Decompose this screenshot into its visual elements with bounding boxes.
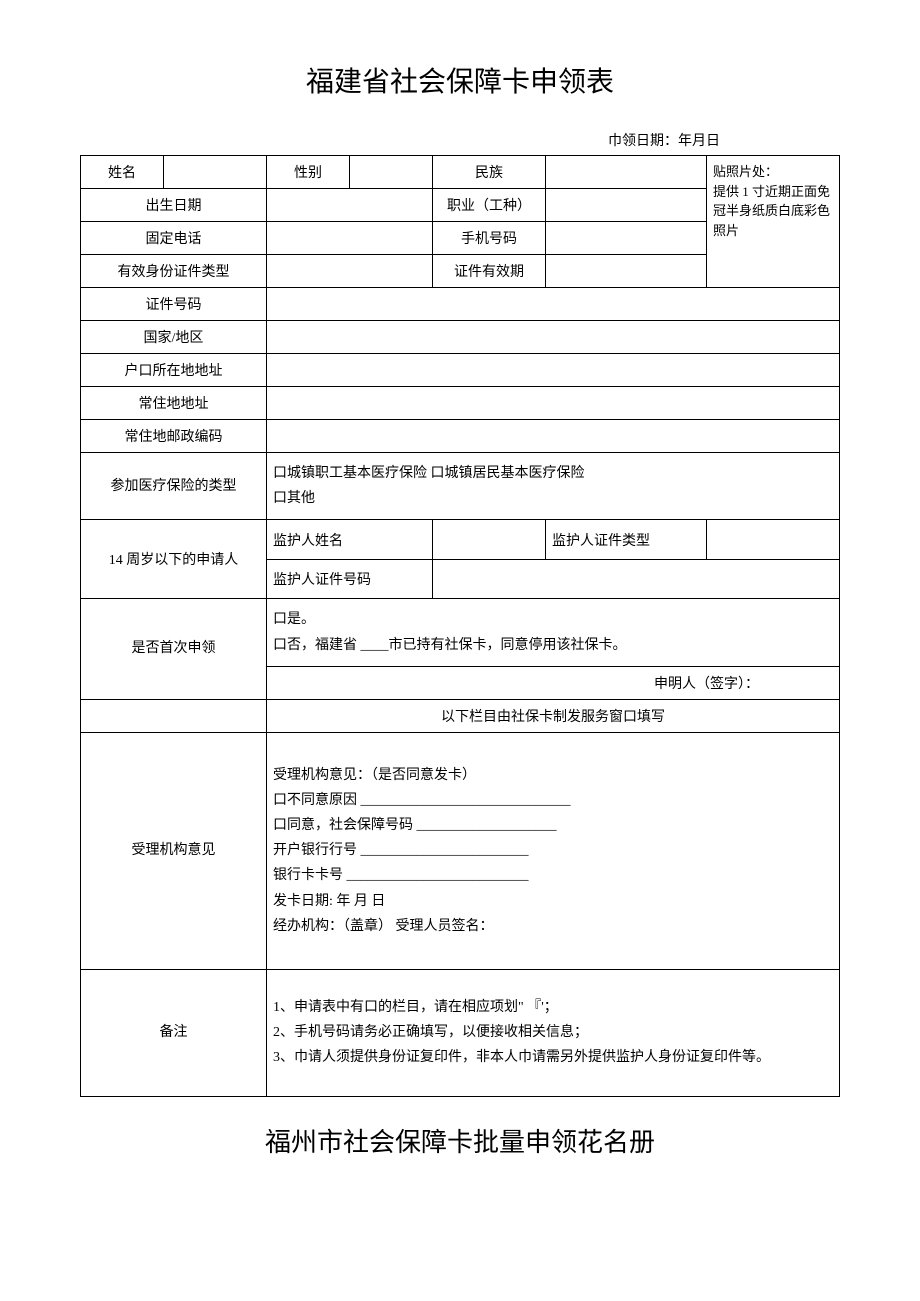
label-phone: 固定电话 <box>81 222 267 255</box>
field-guardian-idno[interactable] <box>433 559 840 599</box>
label-gender: 性别 <box>267 156 350 189</box>
field-agency[interactable]: 受理机构意见：（是否同意发卡） 口不同意原因 _________________… <box>267 732 840 969</box>
field-occupation[interactable] <box>546 189 707 222</box>
field-insurance[interactable]: 口城镇职工基本医疗保险 口城镇居民基本医疗保险 口其他 <box>267 453 840 520</box>
label-guardian-idno: 监护人证件号码 <box>267 559 433 599</box>
section-header: 以下栏目由社保卡制发服务窗口填写 <box>267 699 840 732</box>
label-idvalid: 证件有效期 <box>433 255 546 288</box>
blank-cell <box>81 699 267 732</box>
subtitle: 福州市社会保障卡批量申领花名册 <box>80 1122 840 1159</box>
label-under14: 14 周岁以下的申请人 <box>81 520 267 599</box>
field-idnumber[interactable] <box>267 288 840 321</box>
label-mobile: 手机号码 <box>433 222 546 255</box>
field-hukou[interactable] <box>267 354 840 387</box>
firstapply-yes: 口是。 <box>273 607 833 632</box>
label-guardian-name: 监护人姓名 <box>267 520 433 560</box>
field-remark: 1、申请表中有口的栏目，请在相应项划" 『'； 2、手机号码请务必正确填写，以便… <box>267 969 840 1096</box>
label-occupation: 职业（工种） <box>433 189 546 222</box>
label-address: 常住地地址 <box>81 387 267 420</box>
date-line: 巾领日期：年月日 <box>80 130 840 150</box>
main-title: 福建省社会保障卡申领表 <box>80 60 840 100</box>
agency-line1: 受理机构意见：（是否同意发卡） <box>273 763 833 788</box>
field-address[interactable] <box>267 387 840 420</box>
label-remark: 备注 <box>81 969 267 1096</box>
photo-area: 贴照片处： 提供 1 寸近期正面免冠半身纸质白底彩色照片 <box>707 156 840 288</box>
application-form: 姓名 性别 民族 贴照片处： 提供 1 寸近期正面免冠半身纸质白底彩色照片 出生… <box>80 155 840 1097</box>
field-mobile[interactable] <box>546 222 707 255</box>
field-guardian-idtype[interactable] <box>707 520 840 560</box>
agency-line7: 经办机构：（盖章） 受理人员签名： <box>273 914 833 939</box>
field-phone[interactable] <box>267 222 433 255</box>
label-postcode: 常住地邮政编码 <box>81 420 267 453</box>
field-name[interactable] <box>164 156 267 189</box>
field-gender[interactable] <box>350 156 433 189</box>
label-country: 国家/地区 <box>81 321 267 354</box>
firstapply-no: 口否，福建省 ____市已持有社保卡，同意停用该社保卡。 <box>273 633 833 658</box>
label-idtype: 有效身份证件类型 <box>81 255 267 288</box>
field-idvalid[interactable] <box>546 255 707 288</box>
agency-line3: 口同意，社会保障号码 ____________________ <box>273 813 833 838</box>
field-country[interactable] <box>267 321 840 354</box>
label-name: 姓名 <box>81 156 164 189</box>
field-nation[interactable] <box>546 156 707 189</box>
agency-line4: 开户银行行号 ________________________ <box>273 838 833 863</box>
field-postcode[interactable] <box>267 420 840 453</box>
label-agency: 受理机构意见 <box>81 732 267 969</box>
label-birth: 出生日期 <box>81 189 267 222</box>
field-birth[interactable] <box>267 189 433 222</box>
field-idtype[interactable] <box>267 255 433 288</box>
label-firstapply: 是否首次申领 <box>81 599 267 699</box>
label-insurance: 参加医疗保险的类型 <box>81 453 267 520</box>
signer-line[interactable]: 申明人（签字）： <box>267 666 840 699</box>
agency-line6: 发卡日期: 年 月 日 <box>273 889 833 914</box>
label-nation: 民族 <box>433 156 546 189</box>
label-hukou: 户口所在地地址 <box>81 354 267 387</box>
field-firstapply[interactable]: 口是。 口否，福建省 ____市已持有社保卡，同意停用该社保卡。 <box>267 599 840 666</box>
label-guardian-idtype: 监护人证件类型 <box>546 520 707 560</box>
agency-line5: 银行卡卡号 __________________________ <box>273 863 833 888</box>
field-guardian-name[interactable] <box>433 520 546 560</box>
agency-line2: 口不同意原因 ______________________________ <box>273 788 833 813</box>
label-idnumber: 证件号码 <box>81 288 267 321</box>
